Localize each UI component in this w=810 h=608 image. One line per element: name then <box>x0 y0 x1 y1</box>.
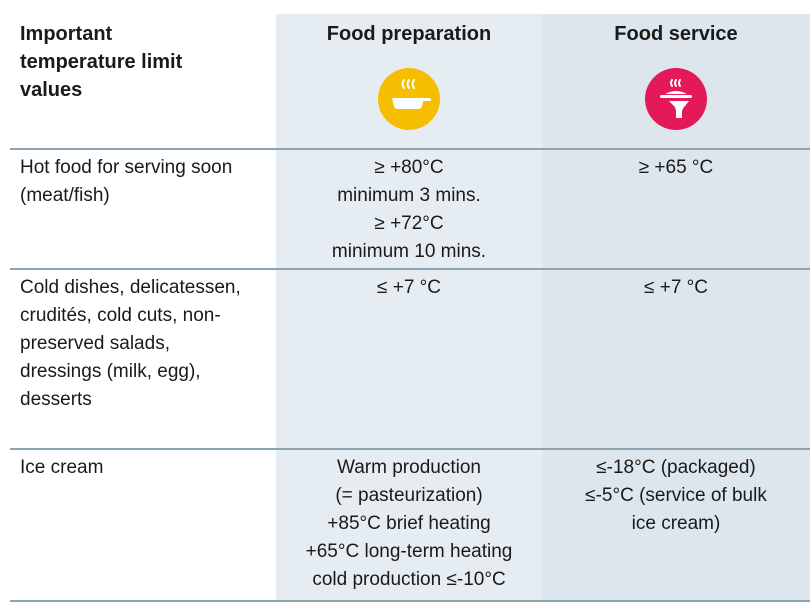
prep-cell-ice-cream: Warm production (= pasteurization) +85°C… <box>276 450 542 600</box>
service-cell-cold-dishes: ≤ +7 °C <box>542 270 810 448</box>
row-label-ice-cream: Ice cream <box>20 457 104 478</box>
prep-cold-dishes-line: ≤ +7 °C <box>377 277 441 298</box>
prep-ice-cream-line: +85°C brief heating <box>327 513 491 534</box>
row-label-cold-dishes: Cold dishes, delicatessen, crudités, col… <box>20 277 241 410</box>
header-food-preparation-cell: Food preparation <box>276 14 542 148</box>
prep-ice-cream-line: (= pasteurization) <box>335 485 483 506</box>
row-divider <box>10 148 810 150</box>
service-ice-cream-line: ice cream) <box>631 513 721 534</box>
service-cell-hot-food: ≥ +65 °C <box>542 150 810 268</box>
service-ice-cream-line: ≤-5°C (service of bulk <box>585 485 767 506</box>
row-divider <box>10 268 810 270</box>
row-label-cell: Cold dishes, delicatessen, crudités, col… <box>10 270 276 448</box>
prep-hot-food-line: ≥ +72°C <box>374 213 444 234</box>
header-food-service: Food service <box>614 23 738 45</box>
service-cold-dishes-line: ≤ +7 °C <box>644 277 708 298</box>
serving-tray-icon <box>645 68 707 130</box>
service-ice-cream-line: ≤-18°C (packaged) <box>596 457 756 478</box>
prep-ice-cream-line: Warm production <box>337 457 481 478</box>
prep-cell-hot-food: ≥ +80°C minimum 3 mins. ≥ +72°C minimum … <box>276 150 542 268</box>
header-food-preparation: Food preparation <box>326 23 492 45</box>
pan-steam-icon <box>378 68 440 130</box>
row-label-cell: Hot food for serving soon (meat/fish) <box>10 150 276 268</box>
prep-hot-food-line: minimum 3 mins. <box>337 185 481 206</box>
service-cell-ice-cream: ≤-18°C (packaged) ≤-5°C (service of bulk… <box>542 450 810 600</box>
header-title-cell: Important temperature limit values <box>10 14 276 148</box>
header-title: Important temperature limit values <box>20 23 183 101</box>
prep-ice-cream-line: +65°C long-term heating <box>305 541 513 562</box>
row-divider <box>10 448 810 450</box>
service-hot-food-line: ≥ +65 °C <box>638 157 714 178</box>
prep-cell-cold-dishes: ≤ +7 °C <box>276 270 542 448</box>
prep-hot-food-line: ≥ +80°C <box>374 157 444 178</box>
header-food-service-cell: Food service <box>542 14 810 148</box>
row-divider <box>10 600 810 602</box>
row-label-cell: Ice cream <box>10 450 276 600</box>
row-label-hot-food: Hot food for serving soon (meat/fish) <box>20 157 233 206</box>
prep-hot-food-line: minimum 10 mins. <box>331 241 487 262</box>
prep-ice-cream-line: cold production ≤-10°C <box>312 569 506 590</box>
